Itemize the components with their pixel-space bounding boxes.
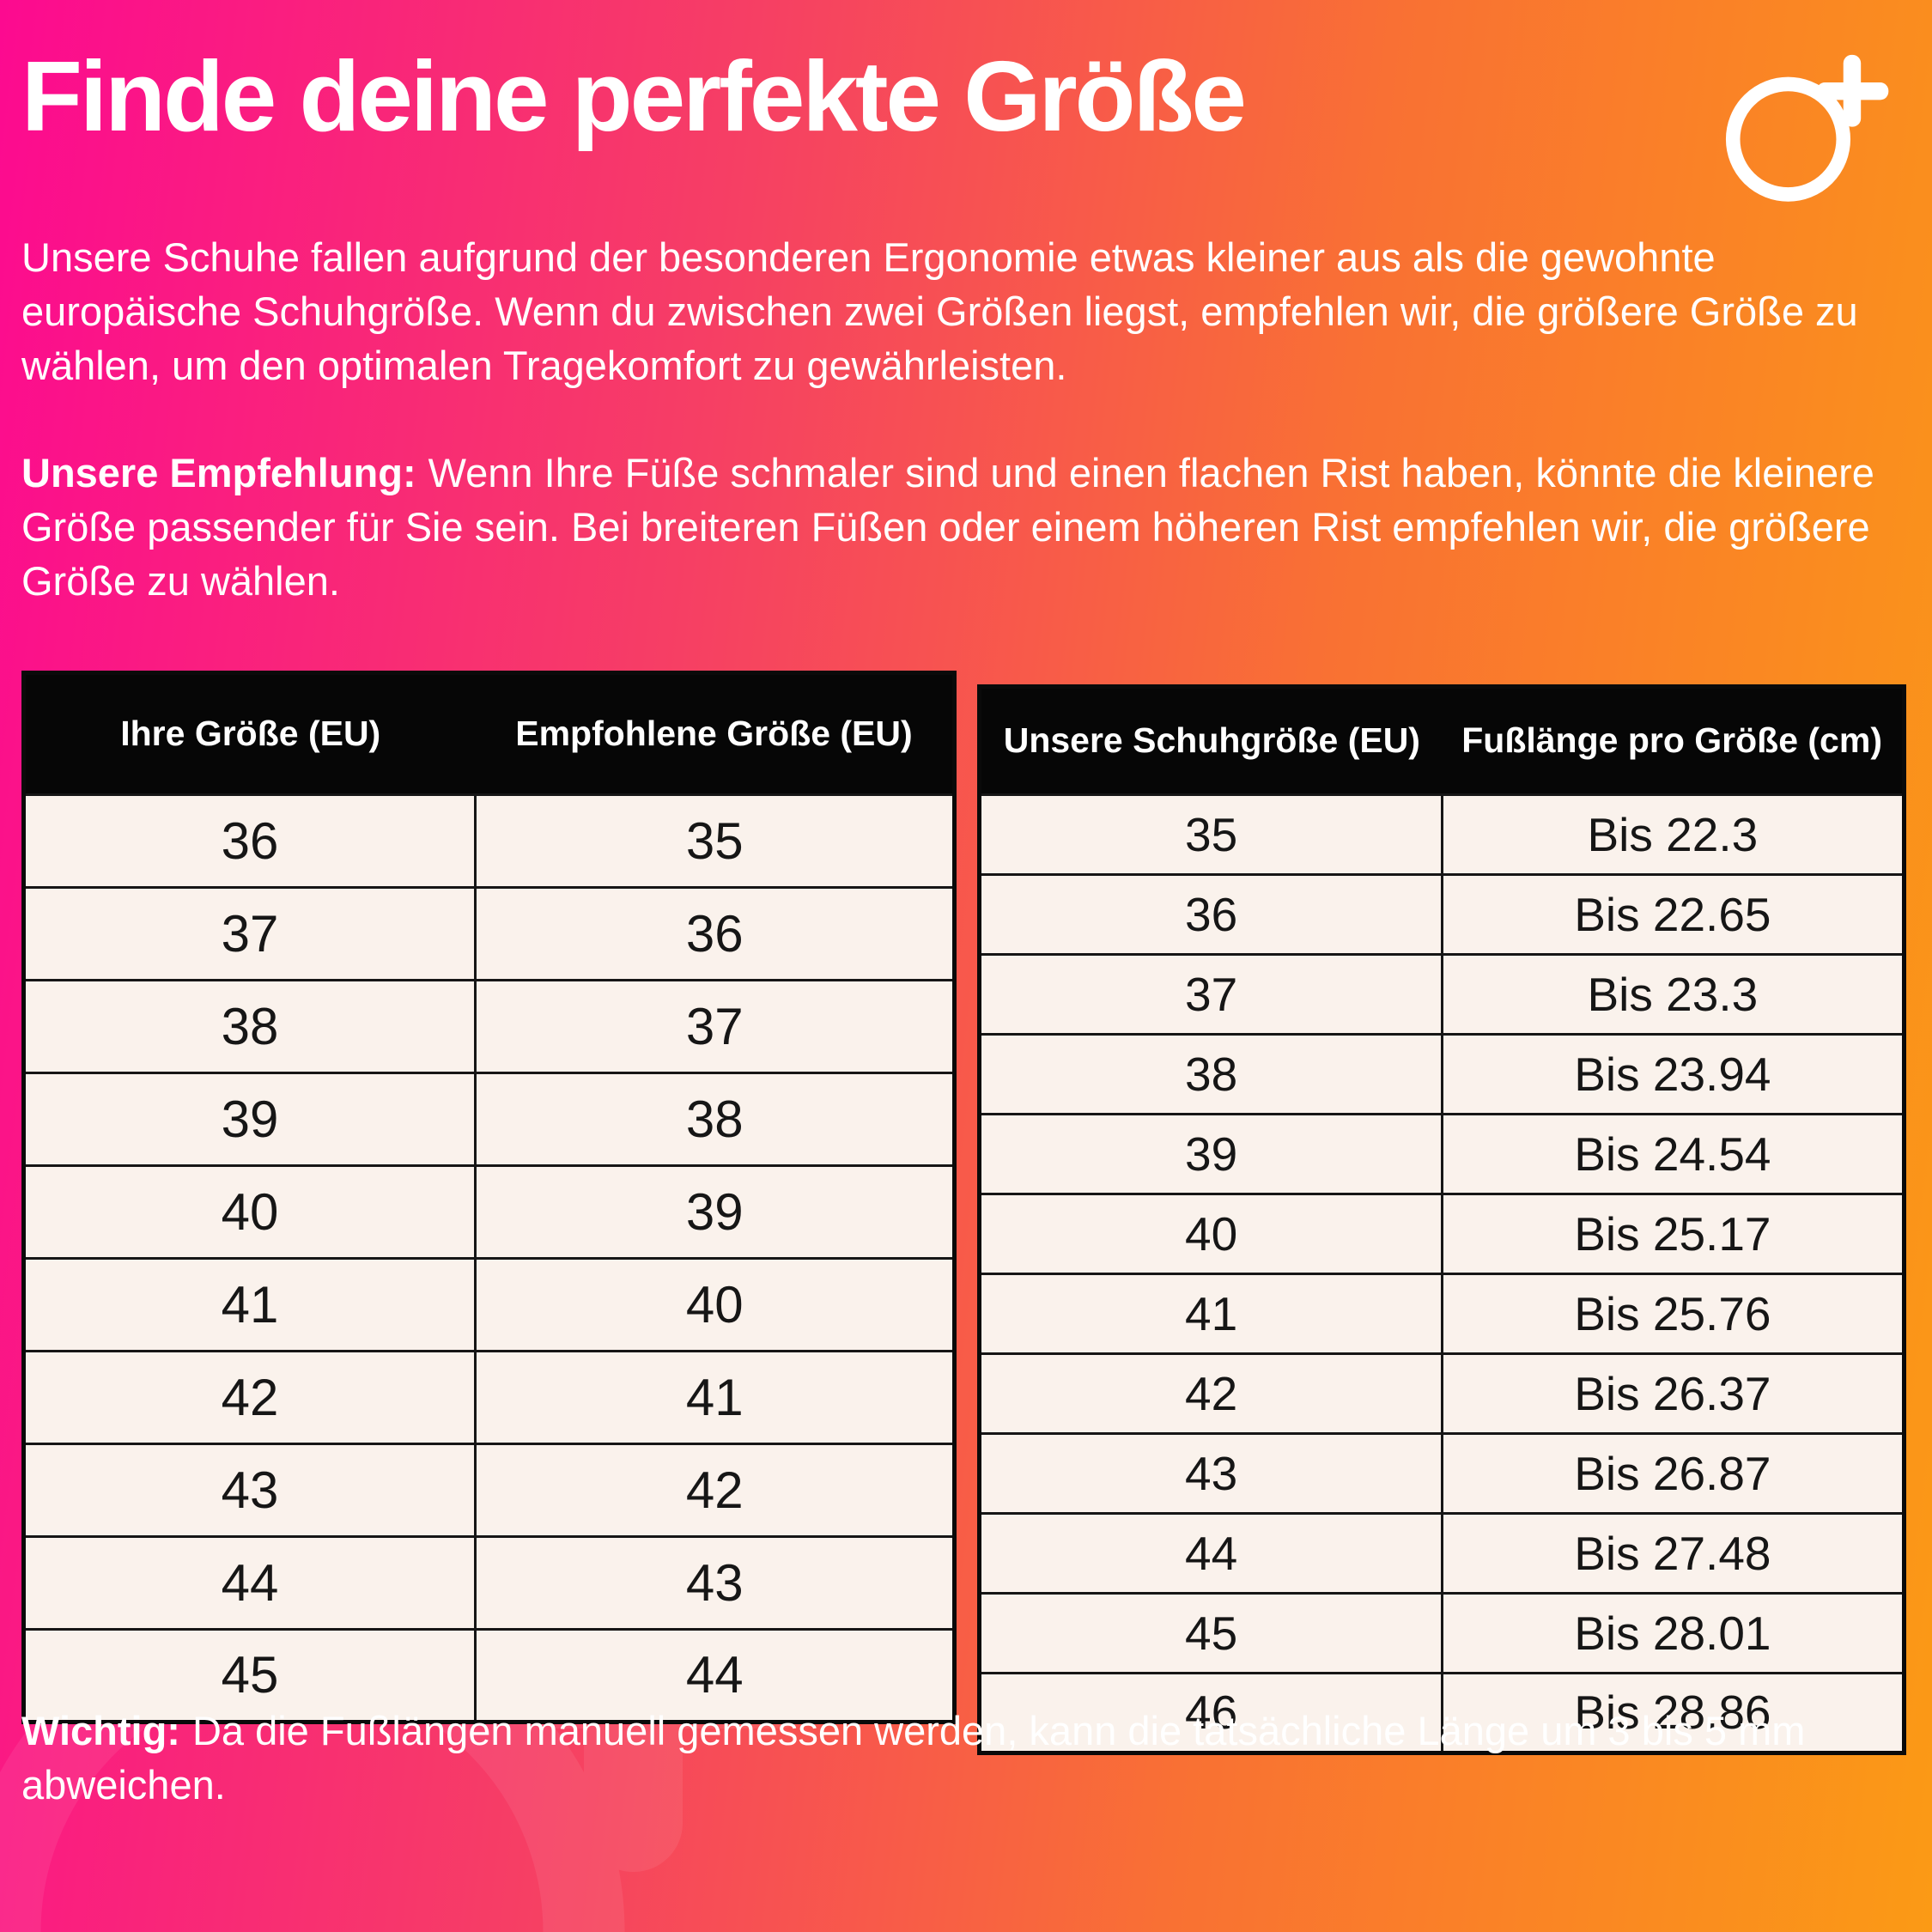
- table-cell: 37: [473, 978, 957, 1074]
- table-cell: 40: [473, 1256, 957, 1352]
- table-cell: Bis 27.48: [1440, 1511, 1906, 1595]
- table-row: 44 43: [22, 1534, 957, 1631]
- table-cell: 36: [22, 793, 477, 889]
- table-cell: 40: [22, 1163, 477, 1260]
- table-cell: 40: [978, 1192, 1443, 1275]
- table-cell: Bis 25.76: [1440, 1272, 1906, 1355]
- table-cell: 35: [473, 793, 957, 889]
- table-row: 38 Bis 23.94: [978, 1032, 1906, 1115]
- table-cell: 43: [473, 1534, 957, 1631]
- column-header: Ihre Größe (EU): [23, 672, 476, 795]
- header-row: Unsere Schuhgröße (EU) Fußlänge pro Größe…: [979, 686, 1905, 795]
- table-cell: Bis 28.01: [1440, 1591, 1906, 1674]
- table-cell: Bis 22.3: [1440, 793, 1906, 876]
- circle-plus-logo-icon: [1725, 54, 1889, 202]
- table-row: 38 37: [22, 978, 957, 1074]
- table-cell: 38: [22, 978, 477, 1074]
- table-row: 42 41: [22, 1349, 957, 1445]
- table-cell: 37: [22, 885, 477, 981]
- table-cell: 38: [978, 1032, 1443, 1115]
- table-row: 45 44: [22, 1627, 957, 1723]
- table-head: Unsere Schuhgröße (EU) Fußlänge pro Größe…: [979, 686, 1905, 795]
- size-recommendation-table: Ihre Größe (EU) Empfohlene Größe (EU) 36 3…: [21, 670, 957, 1724]
- intro-text: Unsere Schuhe fallen aufgrund der besond…: [21, 234, 1858, 388]
- size-tables: Ihre Größe (EU) Empfohlene Größe (EU) 36 3…: [21, 670, 1906, 1755]
- page-title: Finde deine perfekte Größe: [21, 40, 1247, 152]
- note-label: Wichtig:: [21, 1708, 180, 1753]
- table-cell: 42: [22, 1349, 477, 1445]
- table-body: 35 Bis 22.3 36 Bis 22.65 37 Bis 23.3 38 Bis 23.…: [978, 793, 1906, 1754]
- table-row: 36 35: [22, 793, 957, 889]
- table-row: 35 Bis 22.3: [978, 793, 1906, 876]
- table-cell: 38: [473, 1071, 957, 1167]
- table-cell: 44: [22, 1534, 477, 1631]
- content: Finde deine perfekte Größe Unsere Schuhe…: [21, 40, 1906, 1755]
- table-row: 40 Bis 25.17: [978, 1192, 1906, 1275]
- table-cell: 36: [978, 872, 1443, 956]
- table-cell: 41: [978, 1272, 1443, 1355]
- table-cell: 39: [978, 1112, 1443, 1195]
- table-cell: 44: [473, 1627, 957, 1723]
- column-header: Fußlänge pro Größe (cm): [1442, 686, 1905, 795]
- table-cell: 42: [978, 1352, 1443, 1435]
- table-row: 36 Bis 22.65: [978, 872, 1906, 956]
- table-cell: 37: [978, 952, 1443, 1036]
- table-cell: 42: [473, 1442, 957, 1538]
- recommendation-body: Wenn Ihre Füße schmaler sind und einen f…: [21, 449, 1874, 604]
- table-row: 41 40: [22, 1256, 957, 1352]
- recommendation-label: Unsere Empfehlung:: [21, 449, 416, 495]
- table-cell: Bis 23.94: [1440, 1032, 1906, 1115]
- column-header: Unsere Schuhgröße (EU): [979, 686, 1443, 795]
- note-body: Da die Fußlängen manuell gemessen werden…: [21, 1708, 1806, 1807]
- table-row: 39 Bis 24.54: [978, 1112, 1906, 1195]
- table-row: 43 42: [22, 1442, 957, 1538]
- header-row: Ihre Größe (EU) Empfohlene Größe (EU): [23, 672, 955, 795]
- table-cell: 44: [978, 1511, 1443, 1595]
- header: Finde deine perfekte Größe: [21, 40, 1906, 209]
- table-cell: 41: [473, 1349, 957, 1445]
- table-cell: 43: [22, 1442, 477, 1538]
- table-row: 45 Bis 28.01: [978, 1591, 1906, 1674]
- table-row: 41 Bis 25.76: [978, 1272, 1906, 1355]
- table-cell: Bis 28.86: [1440, 1671, 1906, 1754]
- table-cell: Bis 24.54: [1440, 1112, 1906, 1195]
- table-row: 46 Bis 28.86: [978, 1671, 1906, 1754]
- table-row: 40 39: [22, 1163, 957, 1260]
- table-row: 37 36: [22, 885, 957, 981]
- table-cell: 36: [473, 885, 957, 981]
- table-cell: Bis 26.37: [1440, 1352, 1906, 1435]
- table-cell: Bis 25.17: [1440, 1192, 1906, 1275]
- table-cell: 41: [22, 1256, 477, 1352]
- table-cell: Bis 22.65: [1440, 872, 1906, 956]
- table-row: 44 Bis 27.48: [978, 1511, 1906, 1595]
- table-cell: 39: [22, 1071, 477, 1167]
- table-cell: Bis 26.87: [1440, 1431, 1906, 1515]
- table-head: Ihre Größe (EU) Empfohlene Größe (EU): [23, 672, 955, 795]
- table-row: 42 Bis 26.37: [978, 1352, 1906, 1435]
- foot-length-table: Unsere Schuhgröße (EU) Fußlänge pro Größe…: [977, 683, 1906, 1755]
- table-row: 39 38: [22, 1071, 957, 1167]
- table-body: 36 35 37 36 38 37 39 38 40 39 41 40 42 41 43 42 44 43 45 44: [22, 793, 957, 1723]
- table-row: 43 Bis 26.87: [978, 1431, 1906, 1515]
- column-header: Empfohlene Größe (EU): [475, 672, 955, 795]
- table-cell: 39: [473, 1163, 957, 1260]
- table-cell: 45: [978, 1591, 1443, 1674]
- table-row: 37 Bis 23.3: [978, 952, 1906, 1036]
- table-cell: 46: [978, 1671, 1443, 1754]
- table-cell: 35: [978, 793, 1443, 876]
- table-cell: 45: [22, 1627, 477, 1723]
- table-cell: Bis 23.3: [1440, 952, 1906, 1036]
- recommendation-text: Unsere Empfehlung: Wenn Ihre Füße schmale…: [21, 447, 1889, 609]
- table-cell: 43: [978, 1431, 1443, 1515]
- note-text: Wichtig: Da die Fußlängen manuell gemesse…: [21, 1704, 1876, 1813]
